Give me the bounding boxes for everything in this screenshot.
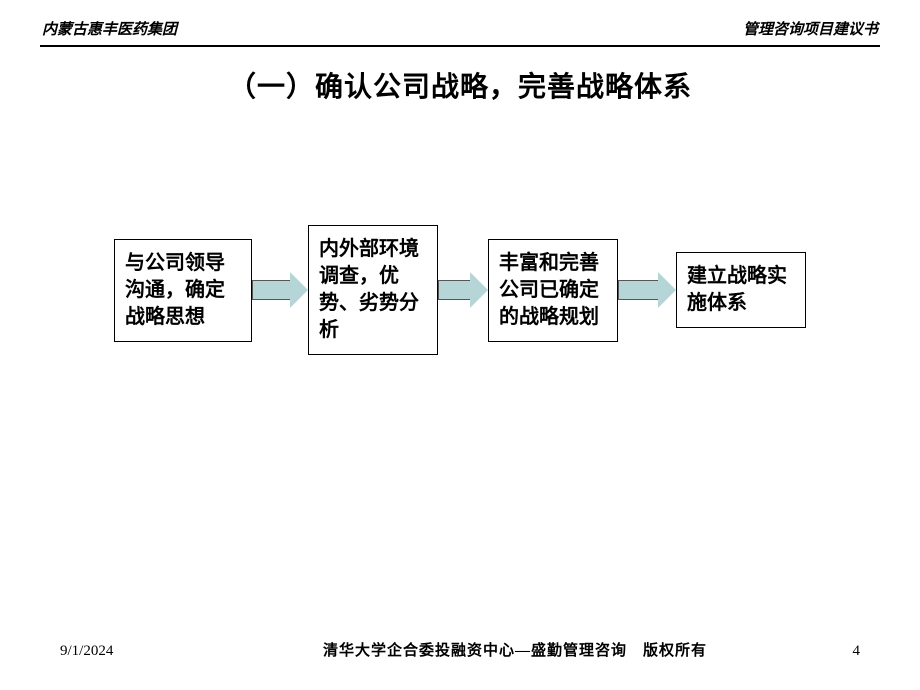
- arrow-shaft: [252, 280, 290, 300]
- flow-arrow: [438, 272, 488, 308]
- arrow-shaft: [438, 280, 470, 300]
- flow-arrow: [252, 272, 308, 308]
- flow-box: 丰富和完善公司已确定的战略规划: [488, 239, 618, 342]
- flow-box: 与公司领导沟通，确定 战略思想: [114, 239, 252, 342]
- slide-title: （一）确认公司战略，完善战略体系: [0, 65, 920, 105]
- arrow-head-icon: [658, 272, 676, 308]
- flow-arrow: [618, 272, 676, 308]
- arrow-head-icon: [470, 272, 488, 308]
- arrow-head-icon: [290, 272, 308, 308]
- footer-center: 清华大学企合委投融资中心—盛勤管理咨询 版权所有: [250, 639, 780, 660]
- flowchart: 与公司领导沟通，确定 战略思想内外部环境调查，优势、劣势分析丰富和完善公司已确定…: [0, 225, 920, 355]
- header-right: 管理咨询项目建议书: [743, 18, 878, 39]
- slide-header: 内蒙古惠丰医药集团 管理咨询项目建议书: [0, 0, 920, 45]
- slide-footer: 9/1/2024 清华大学企合委投融资中心—盛勤管理咨询 版权所有 4: [0, 639, 920, 660]
- flow-box: 建立战略实施体系: [676, 252, 806, 328]
- footer-page: 4: [780, 643, 860, 660]
- flow-box: 内外部环境调查，优势、劣势分析: [308, 225, 438, 355]
- header-left: 内蒙古惠丰医药集团: [42, 18, 177, 39]
- footer-date: 9/1/2024: [60, 643, 250, 660]
- header-divider: [40, 45, 880, 47]
- arrow-shaft: [618, 280, 658, 300]
